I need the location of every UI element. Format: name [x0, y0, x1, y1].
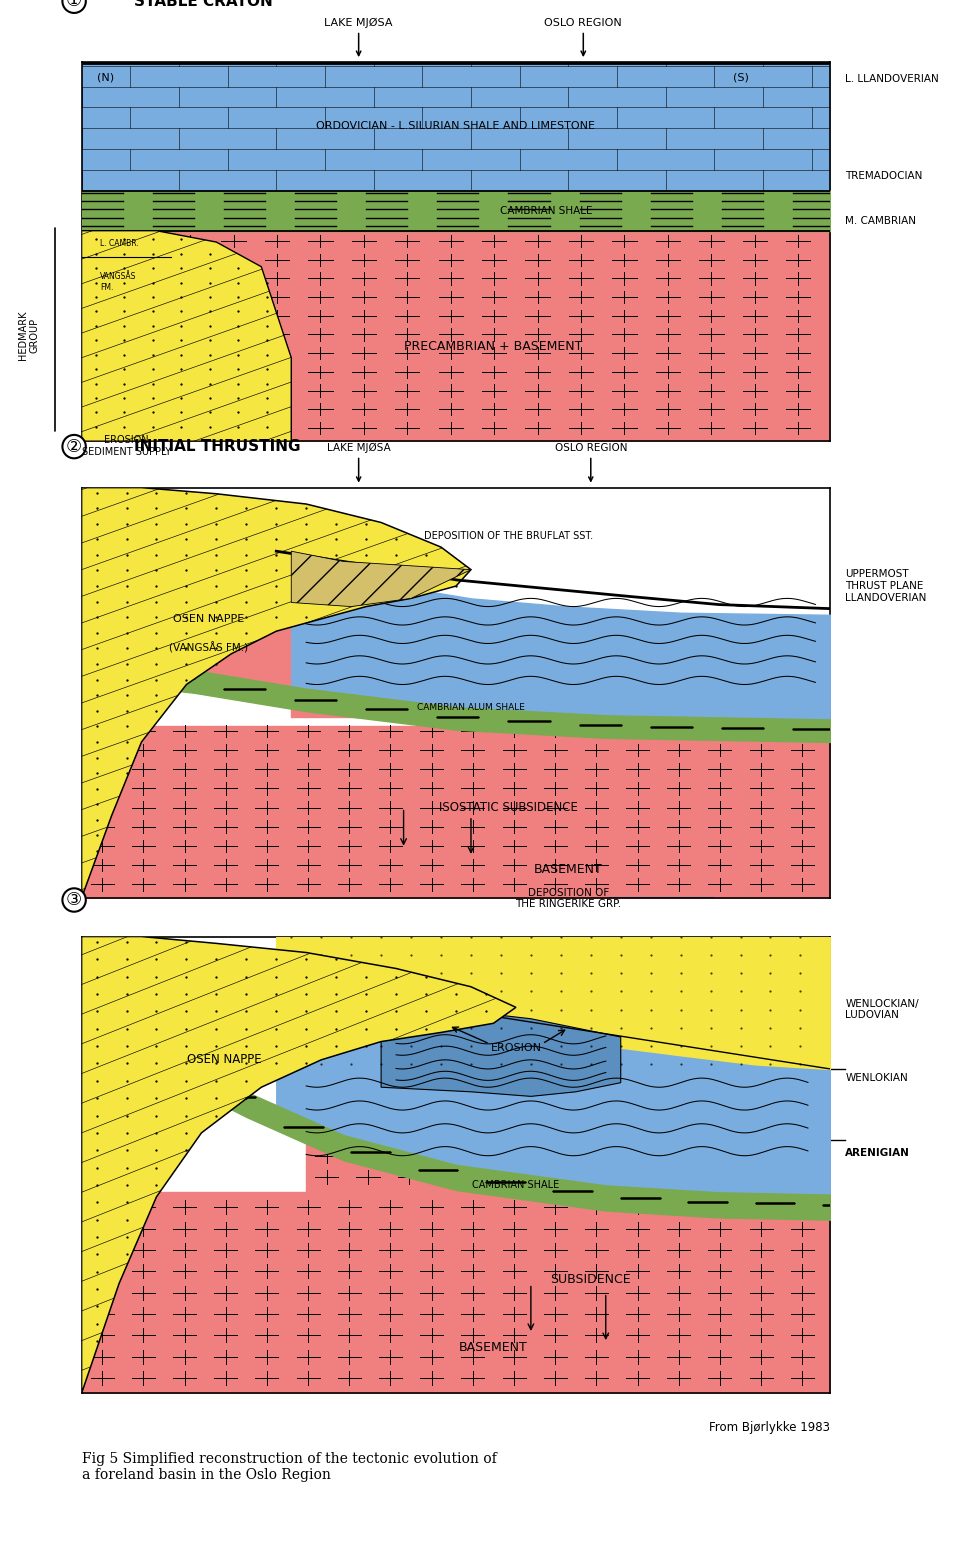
- Text: OSLO REGION: OSLO REGION: [544, 17, 622, 56]
- Text: UPPERMOST
THRUST PLANE
LLANDOVERIAN: UPPERMOST THRUST PLANE LLANDOVERIAN: [846, 570, 926, 602]
- Text: BASEMENT: BASEMENT: [459, 1341, 528, 1354]
- Text: BASEMENT: BASEMENT: [534, 862, 603, 876]
- Text: M. CAMBRIAN: M. CAMBRIAN: [846, 217, 917, 226]
- Text: CAMBRIAN SHALE: CAMBRIAN SHALE: [499, 206, 592, 217]
- Text: ORDOVICIAN - L.SILURIAN SHALE AND LIMESTONE: ORDOVICIAN - L.SILURIAN SHALE AND LIMEST…: [317, 121, 595, 132]
- Text: OSEN NAPPE: OSEN NAPPE: [186, 1053, 261, 1067]
- Text: HEDMARK
GROUP: HEDMARK GROUP: [18, 310, 40, 359]
- Text: SUBSIDENCE: SUBSIDENCE: [550, 1272, 631, 1285]
- Text: INITIAL THRUSTING: INITIAL THRUSTING: [134, 440, 300, 454]
- Text: CAMBRIAN SHALE: CAMBRIAN SHALE: [472, 1181, 560, 1190]
- Text: OSLO REGION: OSLO REGION: [555, 443, 627, 481]
- Text: LAKE MJØSA: LAKE MJØSA: [326, 443, 391, 481]
- Text: PRECAMBRIAN + BASEMENT: PRECAMBRIAN + BASEMENT: [404, 341, 583, 353]
- Text: EROSION
SEDIMENT SUPPLY: EROSION SEDIMENT SUPPLY: [82, 435, 171, 457]
- Text: L. LLANDOVERIAN: L. LLANDOVERIAN: [846, 74, 939, 84]
- Text: ③: ③: [66, 892, 83, 909]
- Text: ARENIGIAN: ARENIGIAN: [846, 1149, 910, 1158]
- Text: VANGSÅS
FM.: VANGSÅS FM.: [101, 272, 136, 291]
- Text: L. CAMBR.: L. CAMBR.: [101, 240, 139, 249]
- Text: LAKE MJØSA: LAKE MJØSA: [324, 17, 393, 56]
- Text: TREMADOCIAN: TREMADOCIAN: [846, 170, 923, 181]
- Text: CAMBRIAN ALUM SHALE: CAMBRIAN ALUM SHALE: [417, 703, 525, 712]
- Text: NAPPE LOADING: NAPPE LOADING: [254, 511, 327, 548]
- Text: (S): (S): [733, 73, 749, 82]
- Text: ②: ②: [66, 438, 83, 455]
- Text: EROSION: EROSION: [491, 1043, 541, 1054]
- Polygon shape: [82, 231, 291, 441]
- Text: Fig 5 Simplified reconstruction of the tectonic evolution of
a foreland basin in: Fig 5 Simplified reconstruction of the t…: [82, 1452, 496, 1483]
- Polygon shape: [82, 937, 516, 1393]
- Text: From Bjørlykke 1983: From Bjørlykke 1983: [709, 1421, 830, 1433]
- Text: DEPOSITION OF THE BRUFLAT SST.: DEPOSITION OF THE BRUFLAT SST.: [424, 531, 593, 540]
- Text: STABLE CRATON: STABLE CRATON: [134, 0, 273, 9]
- Text: (N): (N): [97, 73, 113, 82]
- Text: OSEN NAPPE: OSEN NAPPE: [173, 615, 245, 624]
- Text: (VANGSÅS FM.): (VANGSÅS FM.): [169, 642, 249, 653]
- Text: DEPOSITION OF
THE RINGERIKE GRP.: DEPOSITION OF THE RINGERIKE GRP.: [516, 887, 621, 909]
- Polygon shape: [291, 551, 471, 607]
- Text: WENLOKIAN: WENLOKIAN: [846, 1073, 908, 1084]
- Polygon shape: [381, 1009, 621, 1096]
- Text: ISOSTATIC SUBSIDENCE: ISOSTATIC SUBSIDENCE: [439, 802, 578, 814]
- Text: WENLOCKIAN/
LUDOVIAN: WENLOCKIAN/ LUDOVIAN: [846, 998, 919, 1020]
- Polygon shape: [82, 488, 471, 898]
- Text: ①: ①: [66, 0, 83, 11]
